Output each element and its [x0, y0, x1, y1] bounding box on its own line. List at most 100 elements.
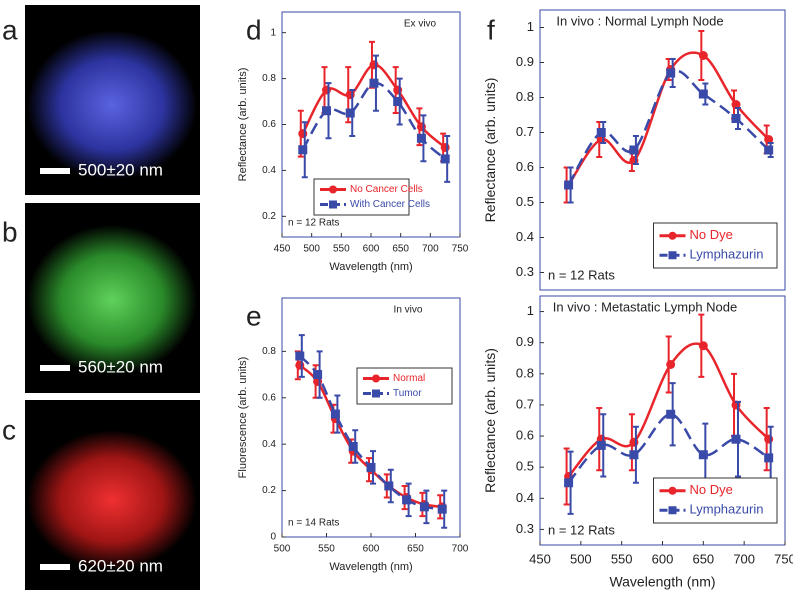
panel-letter: d — [246, 14, 262, 45]
legend-label: Normal — [393, 373, 425, 384]
x-tick-label: 700 — [733, 551, 755, 566]
marker — [564, 180, 574, 190]
marker — [402, 495, 412, 505]
marker — [698, 341, 708, 351]
marker — [596, 440, 606, 450]
legend-marker — [329, 200, 337, 209]
y-tick-label: 0.8 — [262, 346, 276, 357]
marker — [764, 453, 774, 463]
x-tick-label: 700 — [422, 244, 439, 255]
plot-frame — [281, 297, 461, 538]
note: n = 12 Rats — [548, 267, 615, 282]
y-tick-label: 0.6 — [262, 392, 276, 403]
y-tick-label: 0.2 — [262, 211, 276, 222]
x-tick-label: 700 — [452, 544, 469, 555]
x-tick-label: 600 — [652, 551, 674, 566]
y-tick-label: 0.6 — [262, 119, 276, 130]
y-tick-label: 0.2 — [262, 485, 276, 496]
x-axis-label: Wavelength (nm) — [329, 561, 412, 573]
x-tick-label: 450 — [529, 551, 551, 566]
y-tick-label: 0.3 — [516, 521, 534, 536]
x-tick-label: 600 — [363, 244, 380, 255]
legend-box — [356, 367, 453, 405]
y-tick-label: 0.9 — [516, 54, 534, 69]
panel-letter: a — [2, 14, 18, 45]
note: n = 14 Rats — [288, 518, 339, 529]
legend-marker — [668, 231, 677, 240]
marker — [369, 78, 379, 88]
annotation: In vivo — [394, 305, 423, 316]
y-tick-label: 1 — [527, 303, 534, 318]
y-tick-label: 0 — [270, 532, 276, 543]
y-tick-label: 0.7 — [516, 124, 534, 139]
panel-letter: b — [2, 216, 18, 247]
marker — [440, 142, 450, 152]
marker — [666, 359, 676, 369]
scale-bar — [40, 564, 70, 570]
marker — [629, 437, 639, 447]
marker — [393, 97, 403, 107]
y-tick-label: 0.4 — [516, 229, 534, 244]
marker — [348, 442, 358, 452]
y-tick-label: 0.8 — [516, 365, 534, 380]
marker — [564, 478, 574, 488]
panel-letter: c — [2, 414, 16, 445]
y-tick-label: 0.4 — [516, 490, 534, 505]
plot-frame — [539, 9, 786, 291]
marker — [345, 90, 355, 100]
legend-marker — [329, 185, 337, 194]
x-tick-label: 550 — [611, 551, 633, 566]
marker — [419, 502, 429, 512]
y-tick-label: 0.6 — [516, 159, 534, 174]
marker — [764, 135, 774, 144]
marker — [330, 409, 340, 419]
note: n = 12 Rats — [548, 522, 615, 537]
marker — [731, 100, 741, 109]
marker — [295, 360, 305, 370]
y-tick-label: 0.8 — [262, 73, 276, 84]
y-axis-label: Reflectance (arb. units) — [237, 68, 249, 182]
marker — [295, 351, 305, 361]
y-tick-label: 0.4 — [262, 439, 276, 450]
y-tick-label: 1 — [527, 19, 534, 34]
marker — [629, 145, 639, 155]
scale-label: 620±20 nm — [78, 556, 163, 575]
marker — [440, 154, 450, 164]
marker — [393, 85, 403, 95]
panel-letter: e — [246, 300, 262, 331]
x-tick-label: 550 — [333, 244, 350, 255]
marker — [298, 145, 308, 155]
x-tick-label: 750 — [774, 551, 793, 566]
marker — [698, 51, 708, 60]
marker — [629, 450, 639, 460]
legend-label: Lymphazurin — [690, 247, 764, 262]
scale-bar — [40, 365, 70, 371]
marker — [322, 85, 331, 95]
annotation: In vivo : Normal Lymph Node — [556, 13, 723, 28]
x-tick-label: 650 — [407, 544, 424, 555]
y-tick-label: 0.7 — [516, 396, 534, 411]
x-tick-label: 750 — [452, 244, 469, 255]
marker — [666, 409, 676, 419]
legend-label: Lymphazurin — [690, 502, 764, 517]
legend-box — [313, 178, 410, 216]
marker — [345, 108, 355, 118]
y-tick-label: 0.4 — [262, 165, 276, 176]
legend-marker — [668, 506, 677, 515]
legend-marker — [668, 486, 677, 495]
legend-marker — [668, 251, 677, 260]
y-tick-label: 0.8 — [516, 89, 534, 104]
y-tick-label: 1 — [270, 27, 276, 38]
y-axis-label: Reflectance (arb. units) — [482, 348, 498, 493]
marker — [369, 60, 379, 70]
x-tick-label: 500 — [303, 244, 320, 255]
legend-box — [653, 477, 778, 524]
marker — [437, 504, 447, 514]
x-tick-label: 450 — [274, 244, 291, 255]
scale-bar — [40, 168, 70, 174]
x-tick-label: 600 — [363, 544, 380, 555]
marker — [764, 145, 774, 155]
legend-label: Tumor — [393, 388, 422, 399]
legend-label: No Cancer Cells — [350, 184, 423, 195]
